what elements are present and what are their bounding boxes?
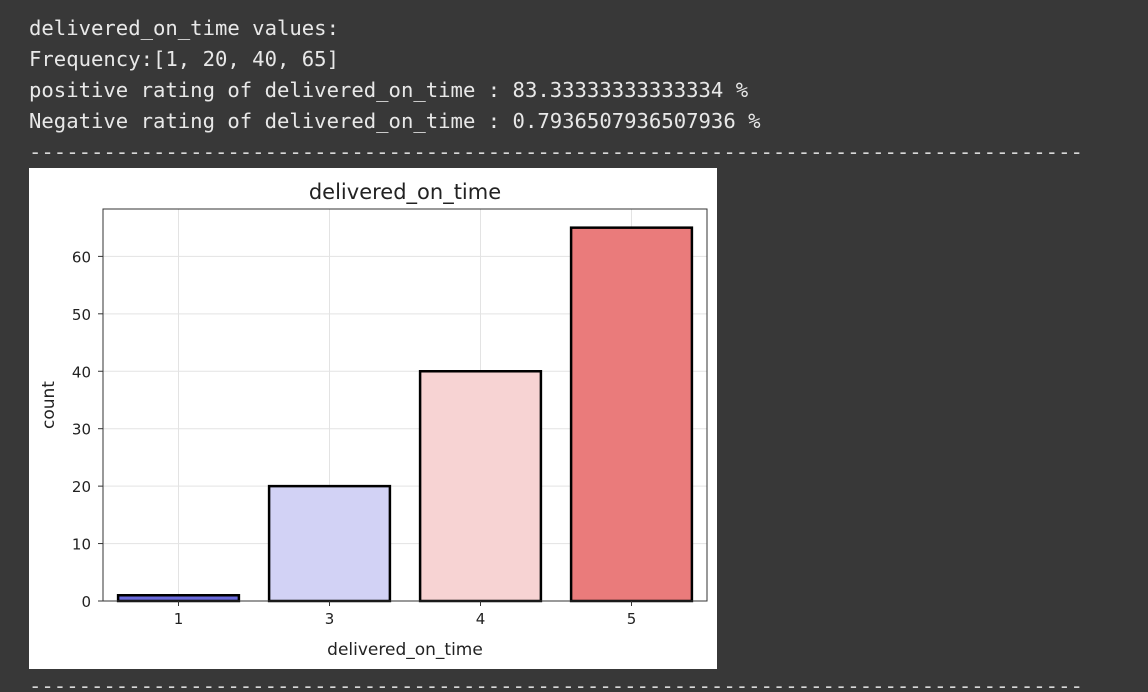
output-line-header: delivered_on_time values: [29,16,339,40]
tick-layer: 0 10 20 30 40 50 60 1 3 4 5 [72,248,636,628]
y-tick-label: 10 [72,536,91,554]
x-axis-label: delivered_on_time [327,640,483,660]
bar-1 [116,594,241,603]
bar-3 [267,484,392,603]
bar-4 [418,370,543,603]
separator-line-bottom: ----------------------------------------… [29,680,1084,692]
bar-5 [569,226,694,603]
x-tick-label: 1 [174,610,184,628]
y-tick-label: 0 [81,593,91,611]
output-line-positive-rating: positive rating of delivered_on_time : 8… [29,78,749,102]
y-axis-label: count [39,381,59,429]
chart-figure: 0 10 20 30 40 50 60 1 3 4 5 delivered_on_time deli… [29,168,717,669]
y-tick-label: 40 [72,363,91,381]
output-line-frequency: Frequency:[1, 20, 40, 65] [29,47,339,71]
output-line-negative-rating: Negative rating of delivered_on_time : 0… [29,109,761,133]
y-tick-label: 60 [72,248,91,266]
y-tick-label: 30 [72,421,91,439]
x-tick-label: 3 [325,610,335,628]
bar-layer [116,226,694,603]
separator-line-top: ----------------------------------------… [29,146,1084,158]
chart-title: delivered_on_time [309,180,501,205]
y-tick-label: 50 [72,306,91,324]
y-tick-label: 20 [72,478,91,496]
x-tick-label: 5 [627,610,637,628]
plot-frame [102,208,708,602]
bar-chart: 0 10 20 30 40 50 60 1 3 4 5 delivered_on_time deli… [39,180,708,660]
x-tick-label: 4 [476,610,486,628]
